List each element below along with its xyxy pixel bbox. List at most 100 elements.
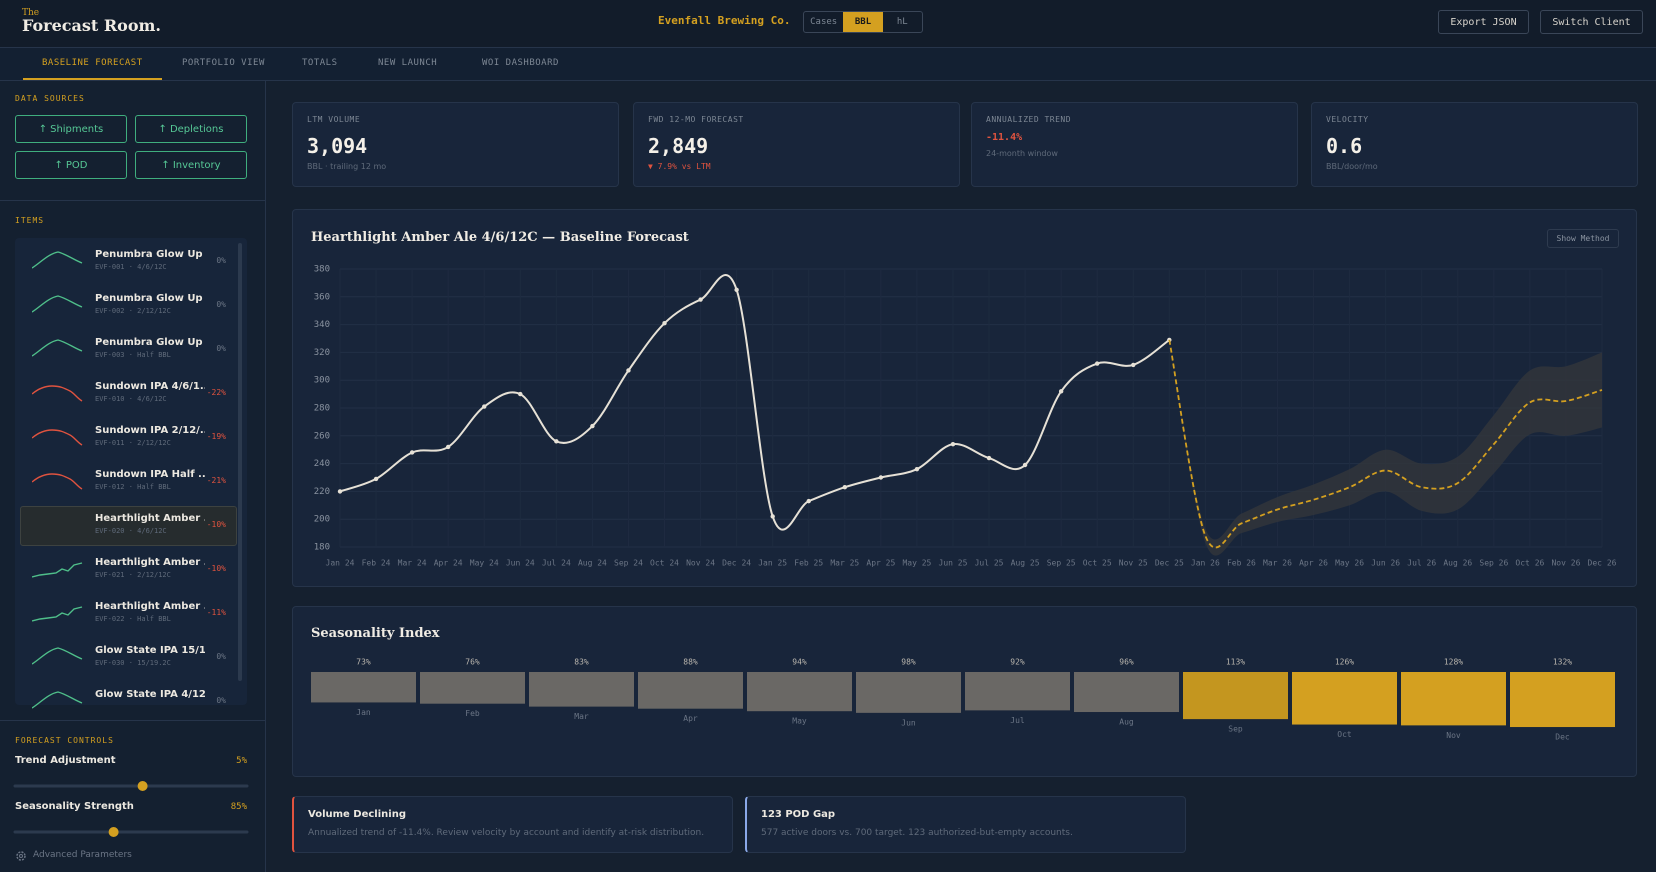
section-title: DATA SOURCES: [15, 94, 85, 103]
logo-small: The: [22, 8, 40, 18]
bar: [1401, 672, 1506, 726]
upload-button[interactable]: ↑ Depletions: [135, 115, 247, 143]
x-tick-label: Feb 26: [1227, 559, 1256, 568]
item-name: Penumbra Glow Up H...: [95, 337, 205, 348]
y-tick-label: 200: [314, 515, 330, 525]
value-label: 88%: [683, 658, 698, 667]
point: [914, 466, 920, 472]
sparkline: [32, 429, 83, 446]
x-tick-label: Mar 24: [398, 559, 427, 568]
upload-button[interactable]: ↑ POD: [15, 151, 127, 179]
show-method-button[interactable]: Show Method: [1547, 229, 1619, 248]
x-tick-label: Apr 25: [866, 559, 895, 568]
alert-title: Volume Declining: [308, 809, 406, 820]
tab[interactable]: NEW LAUNCH: [378, 58, 438, 68]
x-tick-label: Jul 24: [542, 559, 571, 568]
x-tick-label: Dec 24: [722, 559, 751, 568]
x-tick-label: Dec 25: [1155, 559, 1184, 568]
x-tick-label: Nov: [1446, 731, 1461, 740]
action-button[interactable]: Export JSON: [1438, 10, 1529, 34]
item-change: -19%: [206, 432, 226, 441]
upload-button[interactable]: ↑ Shipments: [15, 115, 127, 143]
sparkline: [32, 251, 83, 269]
chart-title: Hearthlight Amber Ale 4/6/12C — Baseline…: [311, 230, 689, 245]
item-name: Hearthlight Amber ...: [95, 557, 205, 568]
point: [1058, 389, 1064, 394]
alert-card: [745, 796, 1186, 853]
kpi-card: [971, 102, 1298, 187]
point: [337, 489, 343, 494]
y-tick-label: 300: [314, 376, 330, 386]
x-tick-label: Jul 26: [1407, 559, 1436, 568]
sparkline: [32, 473, 83, 490]
unit-option[interactable]: BBL: [843, 12, 883, 32]
x-tick-label: Jan 25: [758, 559, 787, 568]
point: [445, 444, 451, 450]
bar: [1074, 672, 1179, 713]
x-tick-label: Aug: [1119, 718, 1134, 727]
tab[interactable]: WOI DASHBOARD: [482, 58, 559, 68]
slider-value: 85%: [230, 802, 247, 812]
x-tick-label: Mar 26: [1263, 559, 1292, 568]
y-tick-label: 240: [314, 459, 330, 469]
sparkline: [32, 295, 83, 313]
x-tick-label: Sep 26: [1479, 559, 1508, 568]
slider-knob[interactable]: [137, 781, 148, 791]
x-tick-label: Feb 25: [794, 559, 823, 568]
item-name: Hearthlight Amber ...: [95, 601, 205, 612]
x-tick-label: Nov 26: [1551, 559, 1580, 568]
x-tick-label: Jul: [1010, 716, 1025, 725]
value-label: 96%: [1119, 658, 1134, 667]
x-tick-label: Jan: [356, 708, 371, 717]
value-label: 92%: [1010, 658, 1025, 667]
tab[interactable]: PORTFOLIO VIEW: [182, 58, 265, 68]
upload-label: Depletions: [169, 123, 224, 135]
bar: [311, 672, 416, 703]
bar: [529, 672, 634, 707]
tab[interactable]: BASELINE FORECAST: [42, 58, 143, 68]
item-change: -21%: [206, 476, 226, 485]
tab-bar: [0, 48, 1656, 81]
sparkline: [32, 562, 83, 578]
item-name: Penumbra Glow Up H...: [95, 249, 205, 260]
client-name: Evenfall Brewing Co.: [658, 14, 791, 27]
sparkline-path: [32, 606, 83, 622]
point: [626, 368, 631, 373]
divider: [0, 200, 266, 201]
upload-label: Inventory: [172, 159, 221, 171]
item-change: -10%: [206, 520, 226, 529]
item-code: EVF-011 · 2/12/12C: [95, 439, 171, 447]
alert-text: Annualized trend of -11.4%. Review veloc…: [308, 828, 705, 838]
kpi-value: 0.6: [1326, 134, 1363, 158]
slider-knob[interactable]: [108, 827, 119, 837]
bar: [856, 672, 961, 713]
x-tick-label: Dec: [1555, 733, 1570, 742]
x-tick-label: Apr 26: [1299, 559, 1328, 568]
unit-option[interactable]: hL: [896, 17, 908, 27]
action-button[interactable]: Switch Client: [1540, 10, 1643, 34]
value-label: 113%: [1226, 658, 1245, 667]
bar: [965, 672, 1070, 711]
sparkline-path: [32, 295, 83, 313]
tab[interactable]: TOTALS: [302, 58, 338, 68]
point: [373, 476, 379, 482]
kpi-sub: 24-month window: [986, 149, 1058, 158]
item-code: EVF-003 · Half BBL: [95, 351, 171, 359]
kpi-value: 3,094: [307, 134, 368, 158]
x-tick-label: Sep: [1228, 725, 1243, 734]
item-code: EVF-012 · Half BBL: [95, 483, 171, 491]
point: [662, 321, 667, 326]
item-name: Sundown IPA 4/6/1...: [95, 381, 205, 392]
x-tick-label: Aug 25: [1011, 559, 1040, 568]
advanced-link[interactable]: Advanced Parameters: [33, 850, 132, 860]
bar: [747, 672, 852, 712]
forecast-card: [292, 209, 1637, 587]
logo: Forecast Room.: [22, 16, 161, 35]
kpi-card: [633, 102, 960, 187]
value-label: 94%: [792, 658, 807, 667]
x-tick-label: May 24: [470, 559, 499, 568]
upload-button[interactable]: ↑ Inventory: [135, 151, 247, 179]
x-tick-label: Aug 26: [1443, 559, 1472, 568]
upload-icon: ↑: [54, 159, 63, 171]
unit-option[interactable]: Cases: [810, 17, 838, 27]
